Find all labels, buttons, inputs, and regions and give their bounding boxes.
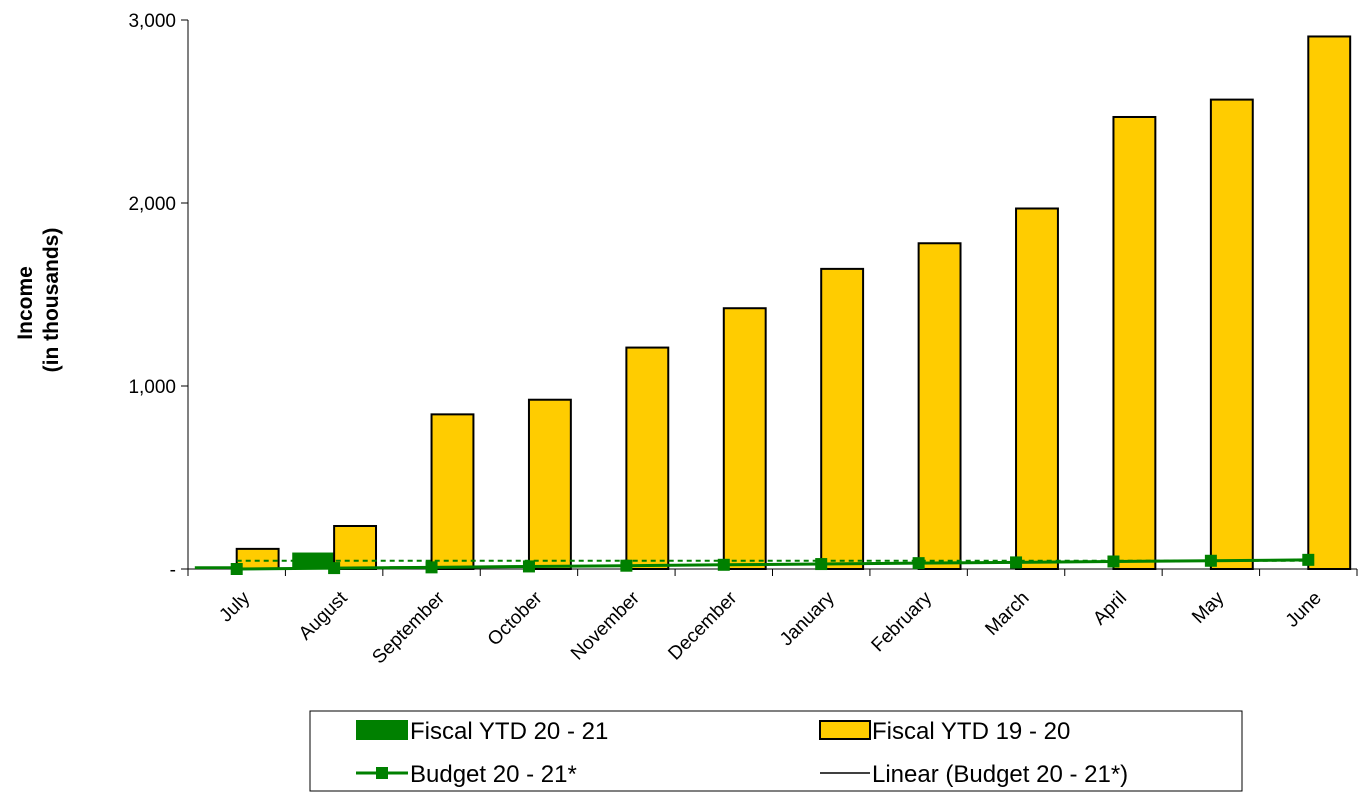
x-tick-label: August [295,587,352,644]
marker-budget-20-21 [230,563,243,575]
marker-budget-20-21 [522,560,535,573]
legend-label-linear-budget: Linear (Budget 20 - 21*) [872,761,1128,788]
legend-item-fiscal-ytd-19-20: Fiscal YTD 19 - 20 [819,718,1070,745]
bar-fiscal-ytd-19-20 [1307,35,1352,571]
x-tick-label: December [664,587,741,664]
marker-budget-20-21 [620,559,633,572]
bar-fiscal-ytd-19-20 [1209,98,1254,570]
x-tick-label: June [1282,588,1326,632]
legend-swatch-fiscal-ytd-20-21 [356,720,408,740]
legend-marker-budget-20-21 [376,767,388,779]
x-tick-label: May [1188,587,1229,628]
bars [194,35,1352,571]
bar-fiscal-ytd-19-20 [1112,115,1157,571]
y-tick-label: - [170,560,176,581]
legend-label-fiscal-ytd-19-20: Fiscal YTD 19 - 20 [872,718,1070,745]
marker-budget-20-21 [815,558,828,571]
marker-budget-20-21 [912,557,925,570]
bar-fiscal-ytd-19-20 [527,398,572,570]
x-tick-label: November [567,587,644,664]
bar-fiscal-ytd-19-20 [430,413,475,570]
marker-budget-20-21 [717,558,730,571]
marker-budget-20-21 [1302,553,1315,566]
y-tick-label: 3,000 [128,11,176,32]
legend-box [309,710,1243,792]
marker-budget-20-21 [425,561,438,574]
marker-budget-20-21 [1107,555,1120,568]
legend-swatch-fiscal-ytd-19-20 [819,720,871,740]
x-tick-label: April [1089,588,1131,630]
y-axis-label-line-1: Income [14,266,37,340]
y-axis-label: Income (in thousands) [14,228,63,373]
bar-fiscal-ytd-20-21 [194,566,237,569]
x-tick-label: January [776,587,839,650]
legend-label-fiscal-ytd-20-21: Fiscal YTD 20 - 21 [410,718,608,745]
x-tick-label: July [215,587,254,626]
bar-fiscal-ytd-19-20 [235,547,280,570]
bar-fiscal-ytd-19-20 [820,267,865,570]
marker-budget-20-21 [328,562,341,575]
line-budget-20-21 [236,558,1309,571]
bar-fiscal-ytd-19-20 [917,242,962,570]
marker-budget-20-21 [1204,554,1217,567]
y-axis-label-line-2: (in thousands) [40,228,63,373]
x-tick-label: February [868,587,937,656]
x-tick-label: March [981,588,1033,640]
marker-budget-20-21 [1010,556,1023,569]
legend: Fiscal YTD 20 - 21 Fiscal YTD 19 - 20 Bu… [309,710,1243,792]
legend-label-budget-20-21: Budget 20 - 21* [410,761,577,788]
y-tick-label: 1,000 [128,377,176,398]
bar-fiscal-ytd-19-20 [1015,207,1059,571]
svg-text:Income (in thousands): Income (in thousands) [14,228,63,373]
x-tick-label: September [369,587,450,668]
bar-fiscal-ytd-19-20 [333,524,378,570]
y-tick-label: 2,000 [128,194,176,215]
lines [230,553,1315,575]
x-axis: July August September October November Decemb… [187,568,1358,668]
legend-item-fiscal-ytd-20-21: Fiscal YTD 20 - 21 [356,718,608,745]
y-axis: - 1,000 2,000 3,000 [128,11,189,581]
bar-fiscal-ytd-19-20 [625,346,670,570]
x-tick-label: October [484,587,547,650]
legend-item-linear-budget: Linear (Budget 20 - 21*) [820,761,1128,788]
bar-fiscal-ytd-19-20 [722,307,767,570]
legend-item-budget-20-21: Budget 20 - 21* [356,761,577,788]
